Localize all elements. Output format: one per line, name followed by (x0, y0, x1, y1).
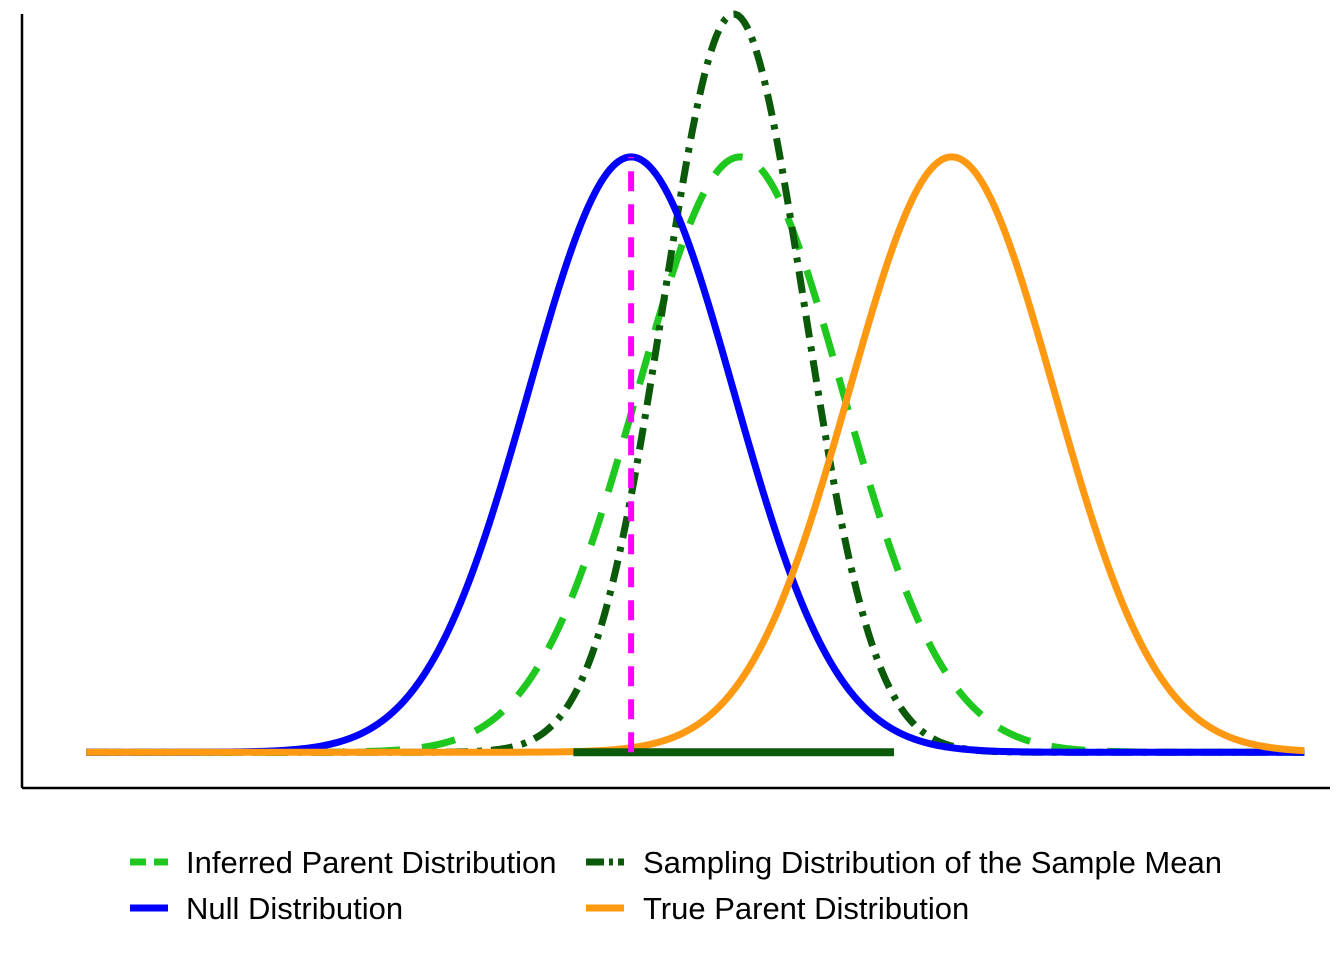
legend-item-sampling-distribution: Sampling Distribution of the Sample Mean (586, 845, 1222, 880)
legend: Inferred Parent Distribution Sampling Di… (130, 845, 1222, 926)
legend-item-true-parent: True Parent Distribution (586, 891, 969, 926)
legend-label-inferred-parent: Inferred Parent Distribution (186, 845, 556, 880)
series-line-null-distribution (85, 153, 1305, 756)
series-line-inferred-parent-distribution (85, 153, 1305, 756)
plot-area (85, 10, 1305, 757)
series-line-sampling-distribution-of-the-sample-mean (85, 10, 1305, 756)
legend-label-null-distribution: Null Distribution (186, 891, 403, 926)
legend-item-null-distribution: Null Distribution (130, 891, 403, 926)
legend-label-true-parent: True Parent Distribution (643, 891, 969, 926)
legend-item-inferred-parent: Inferred Parent Distribution (130, 845, 556, 880)
legend-label-sampling-distribution: Sampling Distribution of the Sample Mean (643, 845, 1222, 880)
axes (20, 14, 1330, 790)
series-line-true-parent-distribution (85, 153, 1305, 756)
